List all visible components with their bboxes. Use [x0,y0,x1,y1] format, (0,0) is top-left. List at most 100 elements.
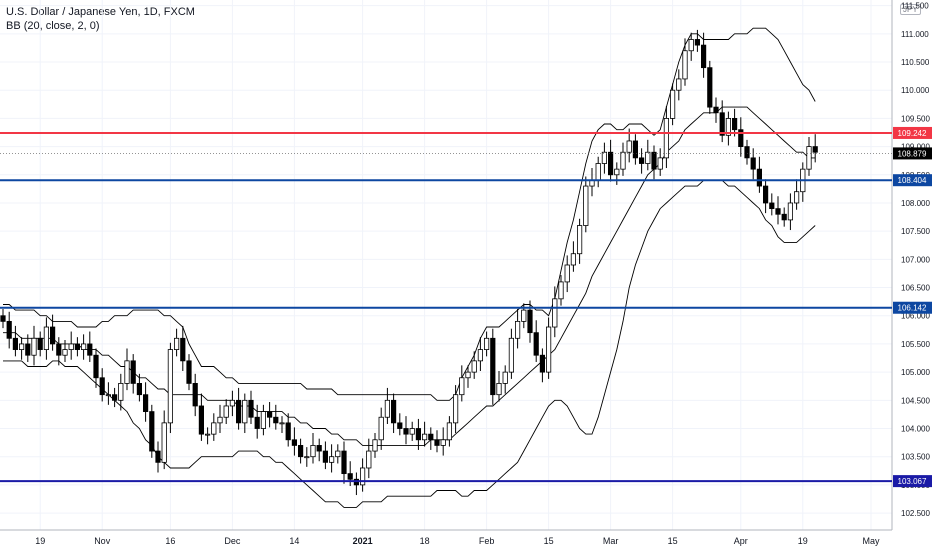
candle-body [291,439,298,446]
candle-body [719,112,725,136]
candle-body [477,349,484,362]
candle-body [676,78,682,91]
level-price-label: 106.142 [898,304,927,313]
candle-body [459,377,465,396]
level-price-label: 108.404 [898,176,927,185]
x-tick-label: 2021 [353,536,373,546]
y-tick-label: 111.000 [901,30,929,39]
candle-body [415,428,422,441]
candle-body [527,309,533,334]
candle-body [496,383,502,396]
candle-body [242,399,248,424]
x-tick-label: Mar [603,536,619,546]
candle-body [87,343,93,356]
candle-body [18,343,25,350]
candle-body [645,151,651,164]
candle-body [37,337,43,350]
x-tick-label: 15 [668,536,678,546]
x-tick-label: 16 [165,536,175,546]
bb-lower-band [3,179,816,508]
candle-body [701,44,707,69]
candle-body [273,416,279,424]
y-tick-label: 105.500 [901,340,930,349]
candle-body [149,411,155,452]
candle-body [235,399,242,424]
candle-body [750,157,756,170]
candle-body [595,163,601,181]
candle-body [322,450,329,463]
y-tick-label: 106.000 [901,312,930,321]
candle-body [81,343,87,350]
candle-body [229,399,235,407]
candle-body [589,180,595,187]
y-tick-label: 107.500 [901,227,930,236]
candle-body [775,208,781,215]
candle-body [446,422,453,441]
y-tick-label: 109.500 [901,114,930,123]
x-tick-label: Apr [734,536,748,546]
candle-body [663,118,670,159]
candle-body [50,326,56,345]
candle-body [130,360,136,384]
x-tick-label: Feb [479,536,495,546]
x-tick-label: 14 [289,536,299,546]
level-price-label-bg [893,126,932,139]
candle-body [738,129,744,147]
candle-body [521,309,527,322]
candle-body [787,202,794,221]
bb-upper-band [3,27,816,401]
candle-body [639,157,645,164]
candle-body [539,354,546,373]
y-tick-label: 110.500 [901,58,930,67]
candle-body [452,394,459,424]
candle-body [763,185,769,204]
candle-body [161,422,167,463]
candle-body [56,343,62,356]
x-tick-label: May [862,536,880,546]
candle-body [626,140,632,153]
candle-body [769,202,775,210]
candle-body [136,383,142,396]
candle-body [6,320,12,339]
candle-body [397,422,403,429]
candle-body [806,146,812,170]
candle-body [390,399,397,424]
current-price-label: 108.879 [898,149,927,158]
candle-body [142,394,149,412]
x-tick-label: 18 [420,536,430,546]
y-tick-label: 106.500 [901,284,930,293]
level-price-label-bg [893,301,932,314]
candle-body [428,433,434,441]
candle-body [577,225,583,255]
candle-body [372,439,378,452]
candle-body [124,360,130,384]
candle-body [657,157,663,170]
candle-body [112,394,118,401]
candle-body [186,360,192,384]
candle-body [682,50,688,80]
currency-badge[interactable]: JPY [900,4,921,15]
chart-legend-indicator: BB (20, close, 2, 0) [6,20,100,32]
candle-body [744,146,750,159]
candle-body [211,422,217,435]
candle-body [756,168,763,187]
candle-body [12,337,18,350]
candle-body [118,383,124,401]
y-tick-label: 110.000 [901,86,930,95]
candle-body [198,405,204,435]
x-tick-label: Dec [224,536,241,546]
candle-body [304,456,310,459]
level-price-label: 109.242 [898,129,927,138]
candle-body [328,456,335,463]
candle-body [335,450,341,458]
candle-body [68,343,74,350]
candle-body [620,151,626,170]
candle-body [99,377,105,396]
candle-body [316,445,322,452]
y-tick-label: 105.000 [901,368,930,377]
level-price-label-bg [893,475,932,488]
bb-basis-line [3,106,816,446]
candle-body [434,439,440,446]
candle-body [366,450,372,469]
